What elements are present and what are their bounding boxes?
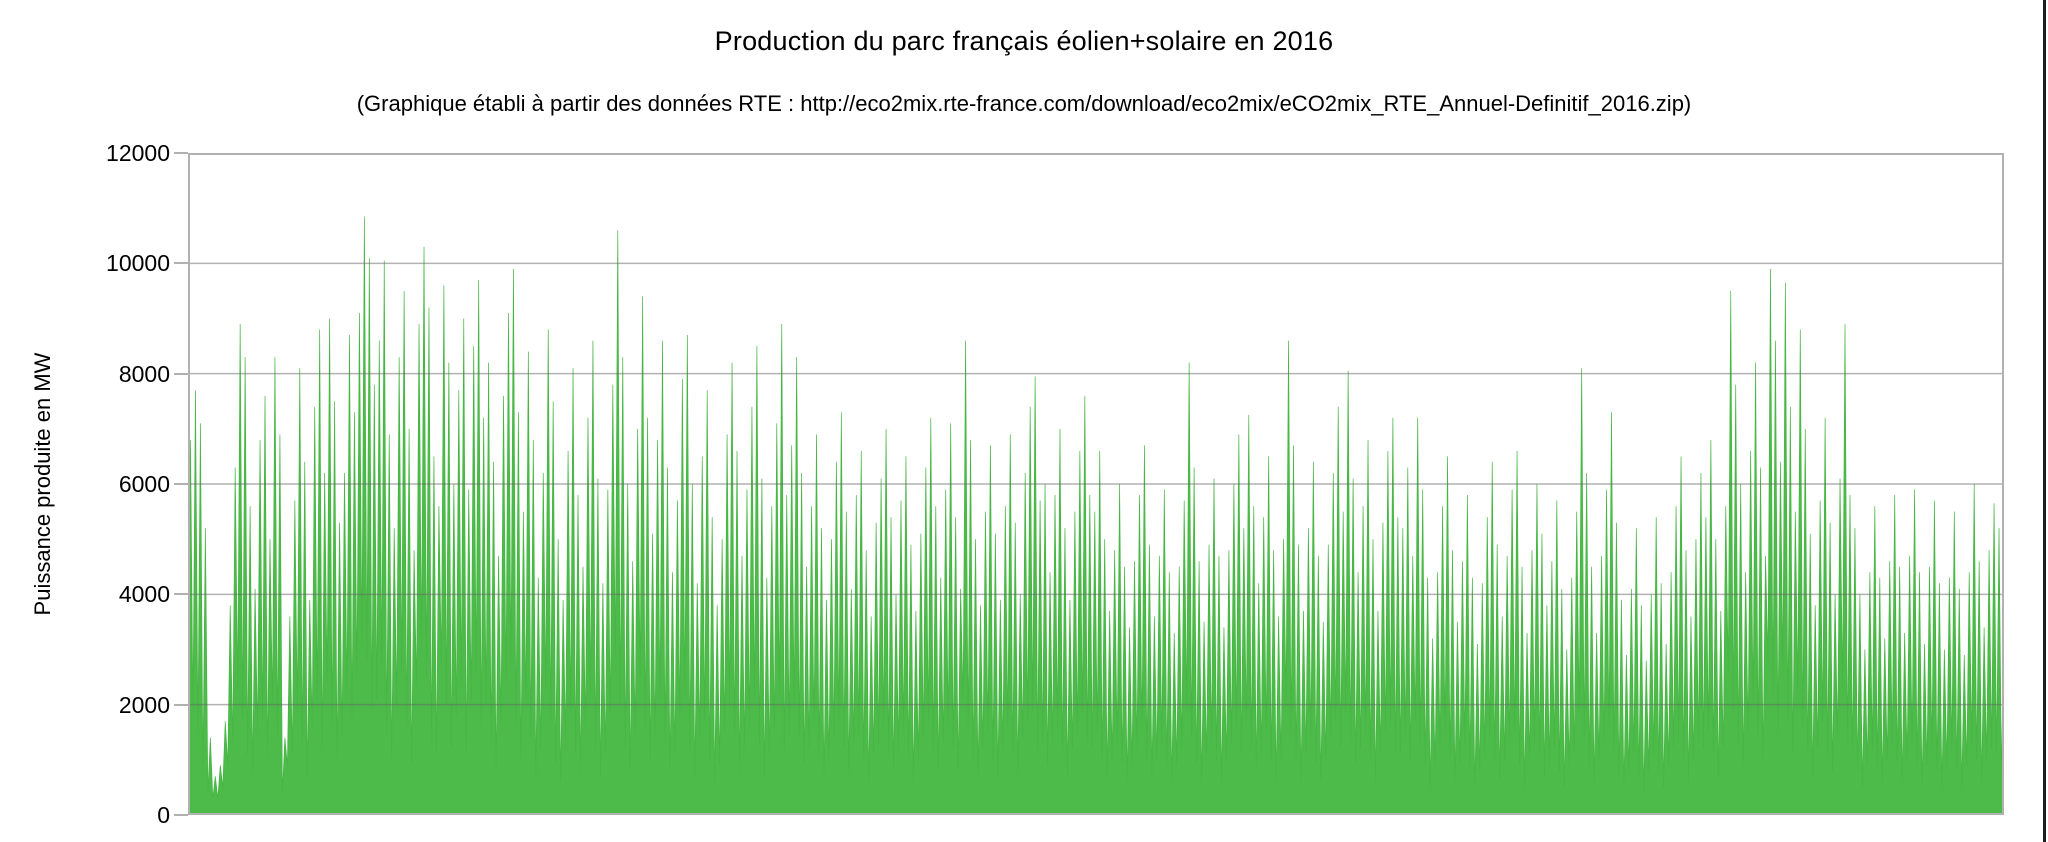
y-tick-mark	[174, 373, 188, 375]
y-tick-mark	[174, 262, 188, 264]
plot-area	[188, 153, 2004, 815]
y-tick-label: 12000	[106, 140, 170, 166]
y-tick-label: 6000	[118, 471, 170, 497]
production-area-series	[188, 216, 2004, 815]
y-tick-mark	[174, 814, 188, 816]
y-tick-mark	[174, 593, 188, 595]
y-tick-label: 0	[157, 802, 170, 828]
y-tick-mark	[174, 483, 188, 485]
y-tick-label: 10000	[106, 250, 170, 276]
chart-subtitle: (Graphique établi à partir des données R…	[356, 91, 1692, 116]
y-tick-label: 8000	[118, 361, 170, 387]
y-tick-mark	[174, 152, 188, 154]
window-right-edge	[2043, 0, 2046, 842]
plot-frame	[188, 153, 2004, 815]
y-tick-label: 4000	[118, 581, 170, 607]
y-tick-mark	[174, 704, 188, 706]
y-tick-label: 2000	[118, 692, 170, 718]
chart-title: Production du parc français éolien+solai…	[714, 26, 1334, 56]
